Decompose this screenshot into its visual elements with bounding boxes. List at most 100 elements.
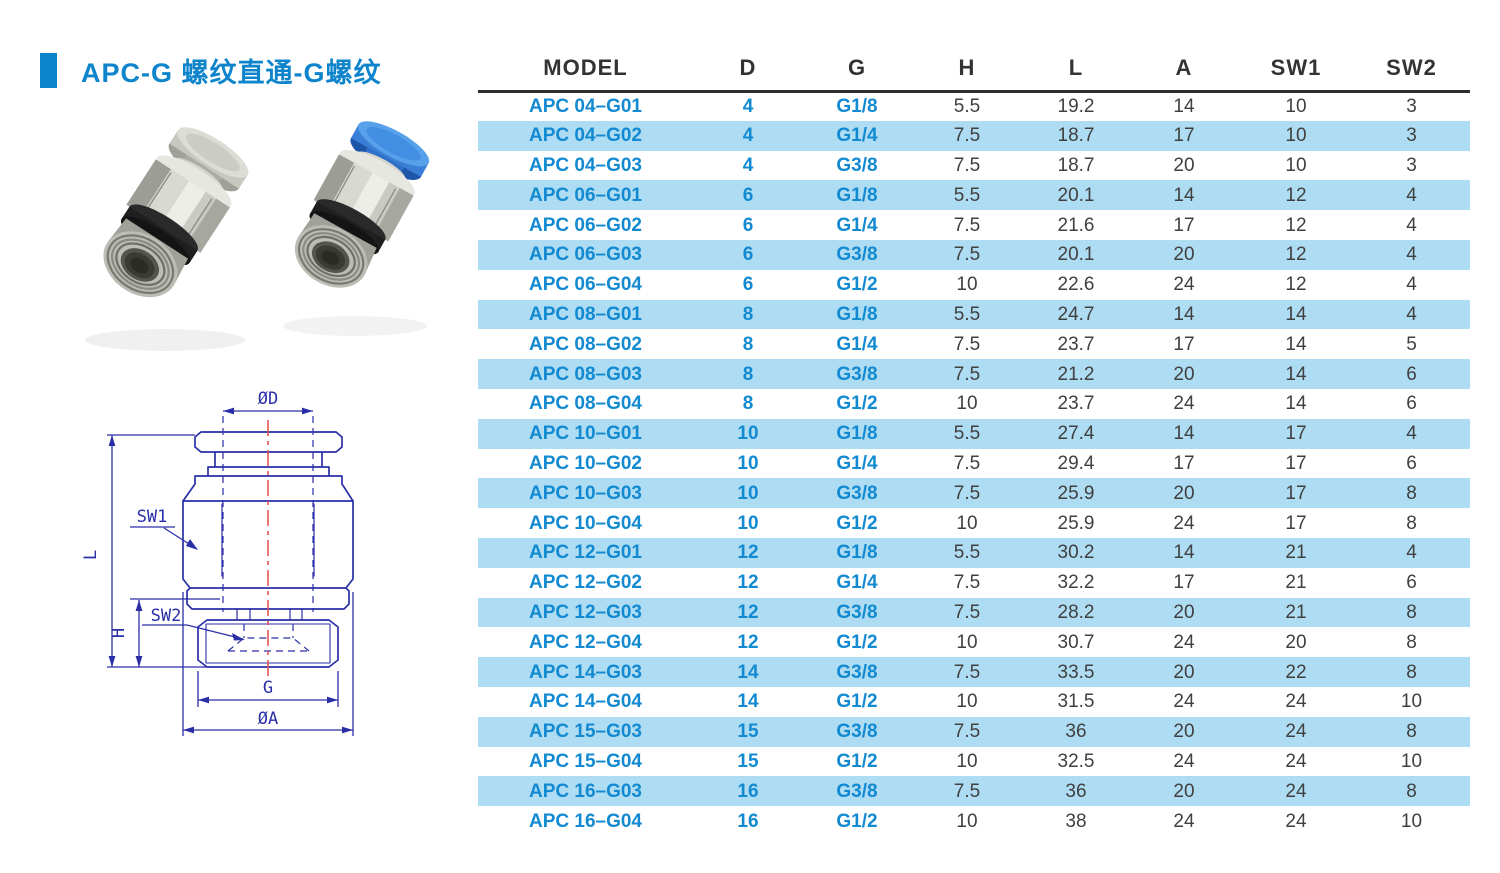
table-row: APC 06–G01 6 G1/8 5.5 20.1 14 12 4 xyxy=(478,180,1470,211)
value-cell: 14 xyxy=(1173,303,1195,325)
model-cell: APC 04–G03 xyxy=(528,154,642,176)
value-cell: 6 xyxy=(742,214,754,236)
value-cell: 28.2 xyxy=(1057,601,1095,623)
table-row: APC 10–G02 10 G1/4 7.5 29.4 17 17 6 xyxy=(478,449,1470,479)
value-cell: 6 xyxy=(1406,452,1417,474)
model-cell: APC 06–G03 xyxy=(528,244,642,266)
value-cell: 8 xyxy=(1406,631,1417,653)
column-header-a: A xyxy=(1129,46,1239,93)
value-cell: 8 xyxy=(742,363,754,385)
value-cell: 20 xyxy=(1173,482,1195,504)
value-cell: 24 xyxy=(1285,750,1307,772)
spec-table-head: MODEL D G H L A SW1 SW2 xyxy=(478,46,1470,93)
spec-table: MODEL D G H L A SW1 SW2 APC 04–G01 4 G1/8 5.5 19.2 1… xyxy=(478,46,1470,836)
value-cell: 10 xyxy=(956,512,978,534)
value-cell: 22 xyxy=(1285,661,1307,683)
value-cell: G1/8 xyxy=(836,303,878,325)
value-cell: 8 xyxy=(742,333,754,355)
value-cell: 8 xyxy=(1406,482,1417,504)
value-cell: 17 xyxy=(1285,423,1307,445)
value-cell: 7.5 xyxy=(953,154,981,176)
value-cell: G3/8 xyxy=(836,780,878,802)
value-cell: 24 xyxy=(1173,750,1195,772)
value-cell: 4 xyxy=(742,154,754,176)
value-cell: 38 xyxy=(1065,810,1087,832)
model-cell: APC 12–G04 xyxy=(528,631,642,653)
label-diameter-d: ØD xyxy=(258,389,278,409)
value-cell: 16 xyxy=(737,810,759,832)
model-cell: APC 10–G02 xyxy=(528,452,642,474)
value-cell: 10 xyxy=(737,512,759,534)
dimension-arrows xyxy=(108,407,353,734)
table-row: APC 08–G03 8 G3/8 7.5 21.2 20 14 6 xyxy=(478,359,1470,389)
model-cell: APC 06–G04 xyxy=(528,274,642,296)
table-row: APC 10–G03 10 G3/8 7.5 25.9 20 17 8 xyxy=(478,478,1470,509)
value-cell: 14 xyxy=(737,691,759,713)
value-cell: G1/4 xyxy=(836,572,878,594)
value-cell: 20 xyxy=(1173,780,1195,802)
value-cell: 30.7 xyxy=(1057,631,1095,653)
value-cell: 5.5 xyxy=(953,96,981,118)
value-cell: 7.5 xyxy=(953,721,981,743)
value-cell: G1/4 xyxy=(836,125,878,147)
value-cell: G1/2 xyxy=(836,393,878,415)
value-cell: 24 xyxy=(1173,274,1195,296)
value-cell: 6 xyxy=(1406,393,1417,415)
dimension-diagram: ØD L SW1 SW2 H G ØA xyxy=(82,389,354,736)
table-row: APC 15–G03 15 G3/8 7.5 36 20 24 8 xyxy=(478,716,1470,747)
value-cell: G3/8 xyxy=(836,482,878,504)
value-cell: 25.9 xyxy=(1057,482,1095,504)
value-cell: 24 xyxy=(1173,691,1195,713)
value-cell: 10 xyxy=(737,452,759,474)
model-cell: APC 16–G04 xyxy=(528,810,642,832)
value-cell: 20 xyxy=(1173,601,1195,623)
value-cell: G3/8 xyxy=(836,661,878,683)
value-cell: 23.7 xyxy=(1057,393,1095,415)
model-cell: APC 12–G03 xyxy=(528,601,642,623)
value-cell: 24 xyxy=(1285,810,1307,832)
value-cell: 4 xyxy=(1406,274,1417,296)
value-cell: 17 xyxy=(1285,512,1307,534)
value-cell: 33.5 xyxy=(1057,661,1095,683)
model-cell: APC 04–G02 xyxy=(528,125,642,147)
dimension-labels: ØD L SW1 SW2 H G ØA xyxy=(82,389,278,729)
value-cell: 24.7 xyxy=(1057,303,1095,325)
value-cell: 12 xyxy=(1285,274,1307,296)
page-title: APC-G 螺纹直通-G螺纹 xyxy=(81,58,382,88)
column-header-g: G xyxy=(803,46,911,93)
value-cell: 36 xyxy=(1065,721,1087,743)
value-cell: 4 xyxy=(1406,423,1417,445)
column-header-sw1: SW1 xyxy=(1239,46,1353,93)
value-cell: 21 xyxy=(1285,542,1307,564)
label-thread-g: G xyxy=(263,678,273,698)
value-cell: 5.5 xyxy=(953,423,981,445)
value-cell: 14 xyxy=(1285,393,1307,415)
value-cell: 24 xyxy=(1173,393,1195,415)
value-cell: 14 xyxy=(1173,542,1195,564)
model-cell: APC 14–G04 xyxy=(528,691,642,713)
value-cell: 17 xyxy=(1173,452,1195,474)
value-cell: 23.7 xyxy=(1057,333,1095,355)
value-cell: 10 xyxy=(1400,810,1423,832)
value-cell: 4 xyxy=(1406,214,1417,236)
value-cell: 10 xyxy=(1400,691,1423,713)
value-cell: 24 xyxy=(1285,780,1307,802)
value-cell: 12 xyxy=(1285,244,1307,266)
table-row: APC 08–G02 8 G1/4 7.5 23.7 17 14 5 xyxy=(478,329,1470,359)
value-cell: 20 xyxy=(1173,154,1195,176)
value-cell: 20.1 xyxy=(1057,184,1095,206)
value-cell: 21 xyxy=(1285,572,1307,594)
value-cell: 6 xyxy=(742,184,754,206)
value-cell: 24 xyxy=(1285,721,1307,743)
value-cell: 14 xyxy=(1285,333,1307,355)
value-cell: G3/8 xyxy=(836,601,878,623)
photo-shadow-right xyxy=(283,316,427,336)
value-cell: 8 xyxy=(1406,721,1417,743)
model-cell: APC 08–G03 xyxy=(528,363,642,385)
table-row: APC 04–G02 4 G1/4 7.5 18.7 17 10 3 xyxy=(478,120,1470,151)
column-header-d: D xyxy=(693,46,803,93)
table-row: APC 16–G03 16 G3/8 7.5 36 20 24 8 xyxy=(478,776,1470,807)
label-length-l: L xyxy=(82,550,101,560)
value-cell: G3/8 xyxy=(836,154,878,176)
value-cell: 27.4 xyxy=(1057,423,1095,445)
